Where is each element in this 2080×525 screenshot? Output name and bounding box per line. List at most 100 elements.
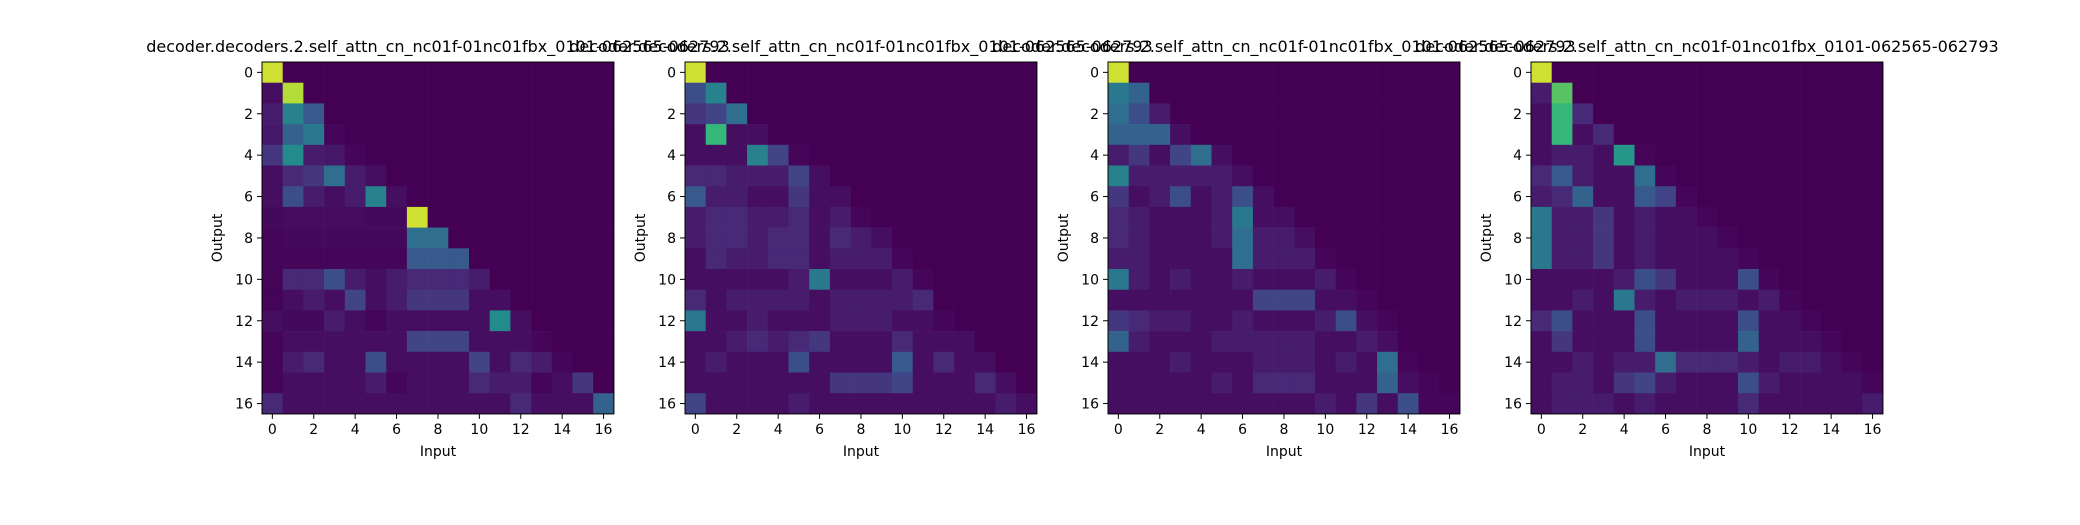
- heatmap-cell: [1531, 227, 1552, 249]
- heatmap-cell: [1211, 62, 1233, 83]
- heatmap-cell: [1016, 310, 1038, 332]
- heatmap-cell: [448, 331, 470, 353]
- heatmap-cell: [850, 186, 872, 208]
- heatmap-cell: [1551, 310, 1573, 332]
- heatmap-cell: [1211, 227, 1233, 249]
- heatmap-cell: [1397, 289, 1419, 311]
- heatmap-cell: [427, 186, 449, 208]
- heatmap-cell: [344, 393, 366, 415]
- x-tick-label: 14: [1822, 422, 1840, 438]
- heatmap-cell: [726, 289, 748, 311]
- heatmap-cell: [974, 124, 996, 146]
- y-tick-label: 2: [1513, 107, 1522, 123]
- heatmap-cell: [1696, 310, 1718, 332]
- heatmap-cell: [572, 351, 594, 373]
- heatmap-cell: [1696, 62, 1718, 83]
- heatmap-cell: [1149, 165, 1171, 187]
- heatmap-cell: [1779, 269, 1801, 290]
- heatmap-cell: [1531, 103, 1552, 125]
- heatmap-cell: [262, 248, 283, 270]
- heatmap-cell: [1572, 393, 1594, 415]
- heatmap-cell: [551, 372, 573, 394]
- heatmap-cell: [705, 165, 727, 187]
- heatmap-cell: [871, 186, 893, 208]
- heatmap-cell: [974, 62, 996, 83]
- heatmap-cell: [427, 144, 449, 166]
- heatmap-cell: [1190, 62, 1212, 83]
- heatmap-cell: [705, 248, 727, 270]
- heatmap-cell: [324, 186, 346, 208]
- heatmap-cell: [1800, 62, 1822, 83]
- heatmap-cell: [954, 82, 976, 104]
- heatmap-cell: [1016, 351, 1038, 373]
- heatmap-cell: [386, 289, 408, 311]
- heatmap-cell: [974, 393, 996, 415]
- heatmap-panel-4: 0 2 4 6 8 10 12 14 16 0 2 4 6 8 10 12 14 16 Input Output dec…: [1415, 37, 1998, 460]
- heatmap-cell: [788, 165, 810, 187]
- heatmap-cell: [1190, 331, 1212, 353]
- heatmap-cell: [1108, 186, 1129, 208]
- heatmap-cell: [406, 144, 428, 166]
- heatmap-cell: [1717, 124, 1739, 146]
- heatmap-cell: [850, 165, 872, 187]
- heatmap-cell: [1593, 186, 1615, 208]
- heatmap-cell: [1128, 227, 1150, 249]
- heatmap-cell: [1572, 186, 1594, 208]
- heatmap-cell: [303, 310, 325, 332]
- heatmap-cell: [954, 165, 976, 187]
- heatmap-cell: [1252, 248, 1274, 270]
- heatmap-cell: [1717, 103, 1739, 125]
- heatmap-cell: [1252, 124, 1274, 146]
- heatmap-cell: [892, 372, 913, 394]
- heatmap-cell: [995, 331, 1017, 353]
- heatmap-cell: [1551, 227, 1573, 249]
- heatmap-cell: [1273, 310, 1295, 332]
- heatmap-cell: [974, 103, 996, 125]
- heatmap-cell: [1439, 331, 1461, 353]
- heatmap-cell: [324, 103, 346, 125]
- heatmap-cell: [1294, 186, 1316, 208]
- heatmap-cell: [974, 144, 996, 166]
- heatmap-cell: [892, 248, 913, 270]
- heatmap-cell: [531, 103, 553, 125]
- heatmap-cell: [829, 103, 851, 125]
- heatmap-cell: [726, 331, 748, 353]
- heatmap-cell: [1128, 372, 1150, 394]
- heatmap-cell: [1439, 62, 1461, 83]
- heatmap-cell: [933, 206, 955, 228]
- heatmap-cell: [469, 331, 490, 353]
- heatmap-cell: [1820, 310, 1842, 332]
- heatmap-cell: [551, 186, 573, 208]
- heatmap-cell: [489, 103, 511, 125]
- heatmap-cell: [1397, 82, 1419, 104]
- heatmap-cell: [386, 206, 408, 228]
- heatmap-cell: [1273, 351, 1295, 373]
- heatmap-cell: [705, 144, 727, 166]
- heatmap-cell: [1593, 144, 1615, 166]
- heatmap-cell: [282, 372, 304, 394]
- heatmap-cell: [1397, 62, 1419, 83]
- heatmap-cell: [303, 62, 325, 83]
- heatmap-cell: [1738, 82, 1759, 104]
- heatmap-cell: [406, 103, 428, 125]
- heatmap-cell: [1779, 144, 1801, 166]
- heatmap-cell: [1655, 206, 1677, 228]
- heatmap-cell: [1820, 331, 1842, 353]
- heatmap-cell: [1717, 351, 1739, 373]
- heatmap-cell: [829, 372, 851, 394]
- heatmap-cell: [1717, 227, 1739, 249]
- y-tick-label: 8: [1513, 231, 1522, 247]
- heatmap-cell: [324, 269, 346, 290]
- heatmap-cell: [1551, 103, 1573, 125]
- heatmap-cell: [344, 62, 366, 83]
- y-tick-label: 0: [667, 65, 676, 81]
- heatmap-cell: [386, 331, 408, 353]
- heatmap-cell: [1294, 227, 1316, 249]
- heatmap-cell: [871, 103, 893, 125]
- heatmap-cell: [912, 82, 934, 104]
- heatmap-cell: [1232, 82, 1254, 104]
- heatmap-cell: [1696, 372, 1718, 394]
- heatmap-cell: [767, 310, 789, 332]
- heatmap-cell: [365, 269, 387, 290]
- heatmap-cell: [1190, 144, 1212, 166]
